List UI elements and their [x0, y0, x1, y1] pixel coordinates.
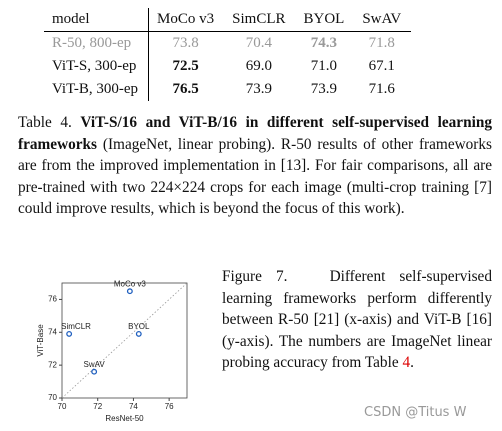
header-cell: BYOL: [295, 8, 355, 32]
cell: 76.5: [172, 81, 199, 97]
table-caption: Table 4. ViT-S/16 and ViT-B/16 in differ…: [18, 112, 492, 220]
row: ViT-S, 300-ep 72.5 69.0 71.0 67.1: [44, 55, 411, 78]
cell: 67.1: [368, 58, 395, 74]
cell: 71.8: [368, 35, 395, 51]
results-table: model MoCo v3 SimCLR BYOL SwAV R-50, 800…: [44, 8, 412, 101]
header-cell: SwAV: [354, 8, 412, 32]
header-row: model MoCo v3 SimCLR BYOL SwAV: [44, 8, 412, 32]
caption-title: ViT-S/16 and ViT-B/16 in different self-…: [18, 114, 492, 153]
x-tick-label: 72: [93, 402, 102, 411]
header-cell: SimCLR: [224, 8, 296, 32]
point-label: MoCo v3: [114, 279, 147, 288]
point: [91, 368, 98, 375]
x-tick-label: 76: [165, 402, 174, 411]
cell: 73.9: [310, 81, 338, 97]
point-label: SimCLR: [61, 322, 91, 331]
y-tick-label: 76: [48, 295, 57, 304]
cell: 73.9: [245, 81, 272, 97]
y-tick-label: 70: [48, 393, 57, 402]
caption-label: Figure 7.: [222, 268, 288, 285]
cell: 71.0: [310, 58, 338, 74]
y-tick-label: 72: [48, 360, 57, 369]
x-axis-label: ResNet-50: [105, 414, 144, 423]
header-cell: model: [44, 8, 150, 32]
point: [135, 330, 142, 337]
chart: 70 72 74 76 70 72 74 76 ResNet-50 ViT-Base MoCo v3…: [36, 279, 188, 423]
cell: 72.5: [172, 58, 199, 74]
row: R-50, 800-ep 73.8 70.4 74.3 71.8: [44, 31, 411, 55]
plot-frame: [61, 282, 188, 399]
cell: 73.8: [172, 35, 199, 51]
cell: 70.4: [245, 35, 272, 51]
diagonal: [61, 282, 188, 399]
point-label: SwAV: [84, 360, 106, 369]
cell: ViT-S, 300-ep: [44, 55, 150, 78]
x-tick-label: 70: [58, 402, 67, 411]
row: ViT-B, 300-ep 76.5 73.9 73.9 71.6: [44, 78, 411, 101]
cell: ViT-B, 300-ep: [44, 78, 150, 101]
caption-end: .: [410, 354, 414, 371]
table-ref[interactable]: 4: [402, 354, 411, 371]
caption-text: Different self-supervised learning frame…: [222, 268, 492, 371]
y-axis-label: ViT-Base: [36, 324, 45, 357]
cell: 71.6: [368, 81, 395, 97]
point-label: BYOL: [128, 322, 150, 331]
cell: 74.3: [310, 35, 338, 51]
watermark: CSDN @Titus W: [364, 405, 467, 420]
caption-label: Table 4.: [18, 114, 72, 131]
figure-caption: Figure 7. Different self-supervised lear…: [222, 266, 492, 374]
cell: R-50, 800-ep: [44, 31, 150, 55]
point: [126, 288, 133, 295]
cell: 69.0: [245, 58, 272, 74]
point: [66, 330, 73, 337]
header-cell: MoCo v3: [148, 8, 225, 32]
x-tick-label: 74: [129, 402, 138, 411]
caption-text: (ImageNet, linear probing). R-50 results…: [18, 135, 492, 218]
y-tick-label: 74: [48, 327, 57, 336]
